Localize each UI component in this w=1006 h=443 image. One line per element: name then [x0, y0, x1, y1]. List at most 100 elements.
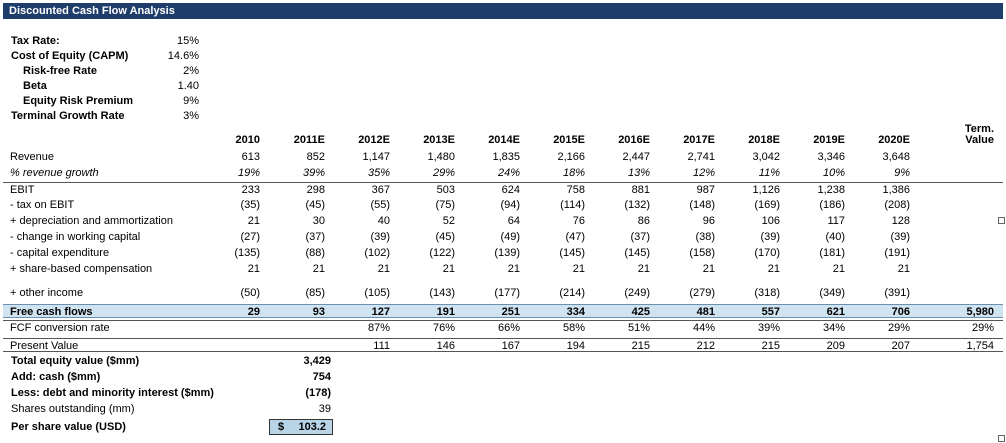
table-cell[interactable]: 21 — [377, 263, 390, 275]
table-cell[interactable]: (279) — [689, 287, 715, 299]
table-cell[interactable]: 19% — [237, 167, 260, 179]
table-cell[interactable]: 21 — [247, 215, 260, 227]
table-cell[interactable]: 1,147 — [362, 151, 390, 163]
table-cell[interactable]: 21 — [702, 263, 715, 275]
table-cell[interactable]: 557 — [761, 306, 780, 318]
table-cell[interactable]: 334 — [566, 306, 585, 318]
table-cell[interactable]: (143) — [429, 287, 455, 299]
table-cell[interactable]: 251 — [501, 306, 520, 318]
table-cell[interactable]: (114) — [560, 199, 585, 211]
table-cell[interactable]: 3,042 — [752, 151, 780, 163]
table-cell[interactable]: 212 — [696, 340, 715, 352]
table-cell[interactable]: (75) — [435, 199, 455, 211]
table-cell[interactable]: 24% — [497, 167, 520, 179]
table-cell[interactable]: (39) — [760, 231, 780, 243]
table-cell[interactable]: 481 — [696, 306, 715, 318]
table-cell[interactable]: (105) — [364, 287, 390, 299]
table-cell[interactable]: (186) — [819, 199, 845, 211]
table-cell[interactable]: (122) — [429, 247, 455, 259]
table-cell[interactable]: 503 — [436, 184, 455, 196]
table-cell[interactable]: 21 — [897, 263, 910, 275]
table-cell[interactable]: 93 — [312, 306, 325, 318]
table-cell[interactable]: 111 — [373, 340, 390, 352]
table-cell[interactable]: 10% — [822, 167, 845, 179]
table-cell[interactable]: 2,447 — [622, 151, 650, 163]
assumption-value[interactable]: 15% — [176, 35, 199, 47]
table-cell[interactable]: 9% — [894, 167, 910, 179]
table-cell[interactable]: 215 — [761, 340, 780, 352]
table-cell[interactable]: 1,238 — [817, 184, 845, 196]
table-cell[interactable]: (169) — [754, 199, 780, 211]
terminal-value-cell[interactable]: 1,754 — [966, 340, 994, 352]
table-cell[interactable]: (170) — [754, 247, 780, 259]
table-cell[interactable]: (39) — [890, 231, 910, 243]
terminal-value-cell[interactable]: 29% — [971, 322, 994, 334]
table-cell[interactable]: 96 — [702, 215, 715, 227]
resize-handle[interactable] — [998, 435, 1005, 442]
table-cell[interactable]: 298 — [306, 184, 325, 196]
assumption-value[interactable]: 9% — [183, 95, 199, 107]
table-cell[interactable]: (145) — [624, 247, 650, 259]
table-cell[interactable]: (249) — [624, 287, 650, 299]
table-cell[interactable]: (181) — [819, 247, 845, 259]
table-cell[interactable]: 13% — [627, 167, 650, 179]
table-cell[interactable]: (208) — [884, 199, 910, 211]
table-cell[interactable]: 367 — [371, 184, 390, 196]
table-cell[interactable]: 21 — [572, 263, 585, 275]
valuation-value[interactable]: 39 — [318, 403, 331, 415]
table-cell[interactable]: 21 — [247, 263, 260, 275]
table-cell[interactable]: (37) — [305, 231, 325, 243]
table-cell[interactable]: (102) — [364, 247, 390, 259]
table-cell[interactable]: 87% — [367, 322, 390, 334]
table-cell[interactable]: (45) — [435, 231, 455, 243]
table-cell[interactable]: 117 — [827, 215, 845, 227]
table-cell[interactable]: 30 — [312, 215, 325, 227]
table-cell[interactable]: 58% — [562, 322, 585, 334]
table-cell[interactable]: 86 — [637, 215, 650, 227]
table-cell[interactable]: 66% — [497, 322, 520, 334]
assumption-value[interactable]: 3% — [183, 110, 199, 122]
table-cell[interactable]: (38) — [695, 231, 715, 243]
table-cell[interactable]: (49) — [500, 231, 520, 243]
table-cell[interactable]: 21 — [312, 263, 325, 275]
table-cell[interactable]: 64 — [507, 215, 520, 227]
table-cell[interactable]: 621 — [826, 306, 845, 318]
table-cell[interactable]: 35% — [367, 167, 390, 179]
table-cell[interactable]: 207 — [891, 340, 910, 352]
table-cell[interactable]: 1,480 — [427, 151, 455, 163]
table-cell[interactable]: 106 — [761, 215, 780, 227]
table-cell[interactable]: 12% — [692, 167, 715, 179]
table-cell[interactable]: 39% — [302, 167, 325, 179]
table-cell[interactable]: 758 — [566, 184, 585, 196]
table-cell[interactable]: (191) — [884, 247, 910, 259]
table-cell[interactable]: 29% — [887, 322, 910, 334]
table-cell[interactable]: 194 — [566, 340, 585, 352]
table-cell[interactable]: 1,835 — [492, 151, 520, 163]
table-cell[interactable]: 39% — [757, 322, 780, 334]
table-cell[interactable]: (50) — [240, 287, 260, 299]
table-cell[interactable]: (94) — [500, 199, 520, 211]
table-cell[interactable]: 2,741 — [687, 151, 715, 163]
table-cell[interactable]: (139) — [494, 247, 520, 259]
table-cell[interactable]: (85) — [305, 287, 325, 299]
table-cell[interactable]: 425 — [631, 306, 650, 318]
table-cell[interactable]: 21 — [637, 263, 650, 275]
table-cell[interactable]: 987 — [696, 184, 715, 196]
table-cell[interactable]: 624 — [501, 184, 520, 196]
terminal-value-cell[interactable]: 5,980 — [966, 306, 994, 318]
table-cell[interactable]: 21 — [507, 263, 520, 275]
table-cell[interactable]: 1,386 — [882, 184, 910, 196]
table-cell[interactable]: (35) — [240, 199, 260, 211]
resize-handle[interactable] — [998, 217, 1005, 224]
table-cell[interactable]: 21 — [767, 263, 780, 275]
table-cell[interactable]: (214) — [559, 287, 585, 299]
table-cell[interactable]: (391) — [884, 287, 910, 299]
table-cell[interactable]: 21 — [442, 263, 455, 275]
per-share-value-cell[interactable]: $ 103.2 — [269, 419, 333, 435]
table-cell[interactable]: (45) — [305, 199, 325, 211]
table-cell[interactable]: (37) — [630, 231, 650, 243]
table-cell[interactable]: (40) — [825, 231, 845, 243]
table-cell[interactable]: (318) — [754, 287, 780, 299]
table-cell[interactable]: 40 — [377, 215, 390, 227]
table-cell[interactable]: 76 — [572, 215, 585, 227]
